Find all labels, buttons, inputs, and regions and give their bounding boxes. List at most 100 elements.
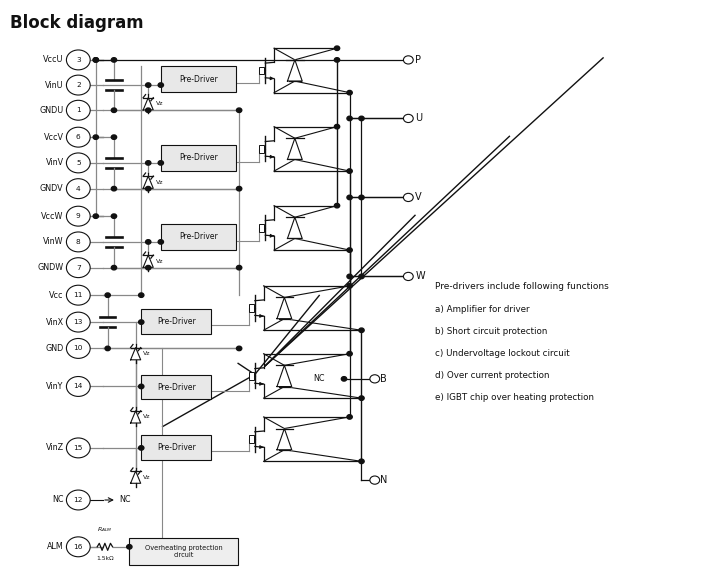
Circle shape: [67, 101, 90, 120]
Circle shape: [237, 346, 241, 350]
Text: b) Short circuit protection: b) Short circuit protection: [435, 327, 548, 336]
Text: 9: 9: [76, 213, 81, 219]
Text: VinY: VinY: [46, 382, 64, 391]
Circle shape: [93, 214, 98, 218]
Circle shape: [93, 58, 98, 62]
Text: VinV: VinV: [46, 158, 64, 168]
Bar: [161, 66, 237, 92]
Circle shape: [67, 179, 90, 199]
Polygon shape: [143, 176, 153, 188]
Text: 12: 12: [74, 497, 83, 503]
Bar: [249, 372, 253, 380]
Text: VinW: VinW: [43, 238, 64, 246]
Text: B: B: [380, 374, 387, 384]
Text: Pre-Driver: Pre-Driver: [179, 153, 218, 162]
Text: 14: 14: [74, 383, 83, 389]
Circle shape: [347, 352, 352, 356]
Text: 4: 4: [76, 186, 81, 192]
Circle shape: [145, 83, 151, 87]
Text: VccU: VccU: [43, 55, 64, 65]
Circle shape: [112, 108, 117, 112]
Circle shape: [404, 193, 413, 202]
Circle shape: [145, 108, 151, 112]
Circle shape: [112, 58, 117, 62]
Text: NC: NC: [313, 375, 324, 383]
Text: Vz: Vz: [156, 101, 163, 106]
Circle shape: [158, 240, 164, 244]
Circle shape: [67, 376, 90, 396]
Text: Vz: Vz: [156, 180, 163, 185]
Text: GNDV: GNDV: [40, 184, 64, 193]
Text: 16: 16: [74, 544, 83, 550]
Circle shape: [145, 161, 151, 165]
Circle shape: [359, 396, 364, 400]
Circle shape: [145, 240, 151, 244]
Text: Pre-Driver: Pre-Driver: [179, 232, 218, 241]
Polygon shape: [287, 60, 303, 81]
Circle shape: [334, 58, 340, 62]
Circle shape: [67, 312, 90, 332]
Circle shape: [370, 375, 380, 383]
Text: e) IGBT chip over heating protection: e) IGBT chip over heating protection: [435, 393, 594, 403]
Text: Pre-Driver: Pre-Driver: [157, 383, 196, 392]
Text: NC: NC: [52, 496, 64, 505]
Circle shape: [359, 195, 364, 200]
Circle shape: [347, 415, 352, 419]
Text: Vz: Vz: [143, 475, 150, 480]
Text: N: N: [380, 475, 388, 485]
Text: Pre-Driver: Pre-Driver: [179, 75, 218, 83]
Text: d) Over current protection: d) Over current protection: [435, 371, 550, 380]
Text: 11: 11: [74, 292, 83, 298]
Text: Pre-drivers include following functions: Pre-drivers include following functions: [435, 282, 609, 291]
Polygon shape: [143, 255, 153, 268]
Circle shape: [359, 274, 364, 279]
Circle shape: [112, 186, 117, 191]
Circle shape: [67, 206, 90, 226]
Bar: [259, 67, 264, 74]
Text: $R_{ALM}$: $R_{ALM}$: [97, 525, 112, 534]
Text: Vz: Vz: [156, 259, 163, 264]
Circle shape: [145, 265, 151, 270]
Polygon shape: [277, 429, 292, 450]
Circle shape: [237, 186, 241, 191]
Text: 3: 3: [76, 57, 81, 63]
Text: 1.5kΩ: 1.5kΩ: [96, 556, 114, 560]
Circle shape: [334, 46, 340, 51]
Bar: [129, 538, 238, 565]
Circle shape: [158, 83, 164, 87]
Text: Vz: Vz: [143, 351, 150, 356]
Circle shape: [112, 214, 117, 218]
Circle shape: [138, 320, 144, 325]
Circle shape: [347, 248, 352, 252]
Circle shape: [67, 75, 90, 95]
Circle shape: [347, 91, 352, 95]
Circle shape: [347, 169, 352, 173]
Circle shape: [359, 328, 364, 332]
Text: GNDW: GNDW: [37, 263, 64, 272]
Bar: [141, 375, 211, 399]
Polygon shape: [277, 298, 292, 319]
Circle shape: [404, 56, 413, 64]
Bar: [161, 145, 237, 171]
Circle shape: [93, 135, 98, 139]
Circle shape: [67, 127, 90, 147]
Text: Vz: Vz: [143, 415, 150, 419]
Circle shape: [359, 116, 364, 121]
Text: VccV: VccV: [44, 133, 64, 142]
Circle shape: [67, 339, 90, 358]
Polygon shape: [131, 411, 140, 423]
Circle shape: [404, 272, 413, 280]
Text: V: V: [416, 192, 422, 202]
Circle shape: [93, 58, 98, 62]
Bar: [249, 305, 253, 312]
Circle shape: [112, 265, 117, 270]
Text: 5: 5: [76, 160, 81, 166]
Circle shape: [237, 265, 241, 270]
Polygon shape: [131, 348, 140, 360]
Circle shape: [67, 50, 90, 70]
Text: VccW: VccW: [41, 212, 64, 220]
Circle shape: [347, 116, 352, 121]
Bar: [161, 224, 237, 249]
Circle shape: [334, 125, 340, 129]
Text: U: U: [416, 113, 423, 123]
